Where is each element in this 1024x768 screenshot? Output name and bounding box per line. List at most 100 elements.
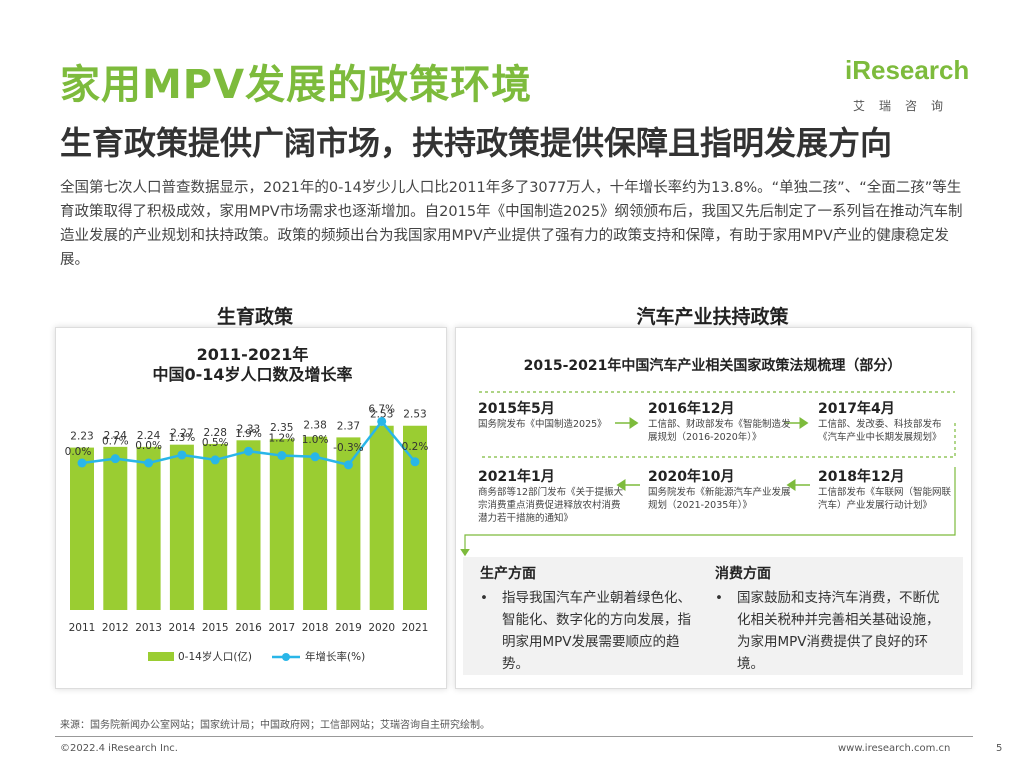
impact-box xyxy=(463,557,963,675)
bar-2015 xyxy=(203,443,228,610)
event-1-date: 2015年5月 xyxy=(478,401,555,417)
website-link[interactable]: www.iresearch.com.cn xyxy=(838,743,951,754)
bar-label-2015: 2.28 xyxy=(204,427,227,439)
population-chart: 2.23 2011 2.24 2012 2.24 2013 2.27 2014 2.28 2015… xyxy=(65,403,429,663)
bar-2017 xyxy=(269,438,294,610)
event-6-text: 工信部发布《车联网（智能网联汽车）产业发展行动计划》 xyxy=(818,487,952,511)
consumption-title: 消费方面 xyxy=(715,566,771,582)
event-3-text: 工信部、发改委、科技部发布《汽车产业中长期发展规划》 xyxy=(818,419,942,443)
legend-bar-swatch xyxy=(148,652,174,661)
x-tick-2011: 2011 xyxy=(69,622,96,634)
bar-label-2021: 2.53 xyxy=(403,409,426,421)
x-tick-2016: 2016 xyxy=(235,622,262,634)
x-tick-2017: 2017 xyxy=(268,622,295,634)
growth-label-2021: 0.2% xyxy=(402,441,429,453)
growth-label-2017: 1.2% xyxy=(268,433,295,445)
bar-2021 xyxy=(403,425,427,610)
bar-label-2013: 2.24 xyxy=(137,430,161,442)
bar-label-2014: 2.27 xyxy=(170,428,193,440)
growth-point-2018 xyxy=(310,452,320,462)
timeline-title: 2015-2021年中国汽车产业相关国家政策法规梳理（部分） xyxy=(523,358,902,374)
event-6: 2018年12月 工信部发布《车联网（智能网联汽车）产业发展行动计划》 xyxy=(818,466,958,512)
production-text: 指导我国汽车产业朝着绿色化、智能化、数字化的方向发展，指明家用MPV发展需要顺应… xyxy=(502,590,691,672)
event-5: 2020年10月 国务院发布《新能源汽车产业发展规划（2021-2035年）》 xyxy=(648,466,798,512)
x-tick-2015: 2015 xyxy=(202,622,229,634)
x-tick-2018: 2018 xyxy=(302,622,329,634)
x-tick-2014: 2014 xyxy=(169,622,196,634)
consumption-bullet: • xyxy=(715,590,723,606)
logo-sub-text: 艾瑞咨询 xyxy=(853,99,958,113)
growth-point-2012 xyxy=(110,454,120,464)
footer-divider xyxy=(55,736,973,737)
bar-2013 xyxy=(136,446,161,610)
x-tick-2020: 2020 xyxy=(368,622,395,634)
x-tick-2013: 2013 xyxy=(135,622,162,634)
growth-point-2013 xyxy=(144,458,154,468)
event-3: 2017年4月 工信部、发改委、科技部发布《汽车产业中长期发展规划》 xyxy=(818,398,958,444)
page-title: 家用MPV发展的政策环境 xyxy=(60,62,533,108)
timeline-return-arrow xyxy=(460,467,956,557)
page-subtitle: 生育政策提供广阔市场，扶持政策提供保障且指明发展方向 xyxy=(60,124,893,162)
event-4: 2021年1月 商务部等12部门发布《关于提振大宗消费重点消费促进释放农村消费潜… xyxy=(478,466,628,525)
bar-2012 xyxy=(103,446,128,610)
bar-2014 xyxy=(169,444,194,610)
growth-label-2014: 1.3% xyxy=(169,432,196,444)
copyright: ©2022.4 iResearch Inc. xyxy=(60,743,178,754)
x-tick-2019: 2019 xyxy=(335,622,362,634)
growth-point-2014 xyxy=(177,450,187,460)
timeline-row-connector xyxy=(482,423,956,458)
bar-label-2011: 2.23 xyxy=(70,431,93,443)
bar-label-2018: 2.38 xyxy=(303,420,326,432)
legend-line-marker xyxy=(282,653,290,661)
production-bullet: • xyxy=(480,590,488,606)
x-tick-2012: 2012 xyxy=(102,622,129,634)
growth-label-2015: 0.5% xyxy=(202,437,229,449)
growth-point-2016 xyxy=(244,446,253,456)
growth-point-2021 xyxy=(410,457,420,467)
chart-title: 2011-2021年 中国0-14岁人口数及增长率 xyxy=(60,345,445,385)
growth-label-2011: 0.0% xyxy=(65,446,92,458)
event-2-date: 2016年12月 xyxy=(648,401,735,417)
consumption-item: • 国家鼓励和支持汽车消费，不断优化相关税种并完善相关基础设施，为家用MPV消费… xyxy=(715,587,940,675)
event-1: 2015年5月 国务院发布《中国制造2025》 xyxy=(478,398,628,431)
growth-point-2011 xyxy=(77,458,87,468)
x-tick-2021: 2021 xyxy=(402,622,429,634)
event-4-text: 商务部等12部门发布《关于提振大宗消费重点消费促进释放农村消费潜力若干措施的通知… xyxy=(478,487,624,524)
right-section-heading: 汽车产业扶持政策 xyxy=(636,306,789,328)
bar-label-2012: 2.24 xyxy=(104,430,128,442)
bar-label-2019: 2.37 xyxy=(337,420,360,432)
event-3-date: 2017年4月 xyxy=(818,401,895,417)
left-section-heading: 生育政策 xyxy=(216,306,293,328)
event-2: 2016年12月 工信部、财政部发布《智能制造发展规划（2016-2020年）》 xyxy=(648,398,798,444)
production-item: • 指导我国汽车产业朝着绿色化、智能化、数字化的方向发展，指明家用MPV发展需要… xyxy=(480,587,700,675)
legend-line-label: 年增长率(%) xyxy=(305,650,365,663)
growth-point-2019 xyxy=(343,460,353,470)
growth-point-2017 xyxy=(277,451,287,461)
intro-paragraph: 全国第七次人口普查数据显示，2021年的0-14岁少儿人口比2011年多了307… xyxy=(60,180,963,268)
growth-label-2020: 6.7% xyxy=(368,403,395,415)
chart-title-line1: 2011-2021年 xyxy=(196,345,309,364)
consumption-block: 消费方面 • 国家鼓励和支持汽车消费，不断优化相关税种并完善相关基础设施，为家用… xyxy=(715,563,940,675)
chart-title-line2: 中国0-14岁人口数及增长率 xyxy=(152,365,353,384)
timeline-connectors xyxy=(460,391,956,557)
bar-2018 xyxy=(303,436,328,610)
growth-label-2018: 1.0% xyxy=(302,434,329,446)
consumption-text: 国家鼓励和支持汽车消费，不断优化相关税种并完善相关基础设施，为家用MPV消费提供… xyxy=(737,590,940,672)
production-title: 生产方面 xyxy=(480,566,536,582)
growth-label-2016: 1.9% xyxy=(235,428,262,440)
growth-label-2019: -0.3% xyxy=(333,442,363,454)
bar-label-2020: 2.53 xyxy=(370,409,393,421)
production-block: 生产方面 • 指导我国汽车产业朝着绿色化、智能化、数字化的方向发展，指明家用MP… xyxy=(480,563,700,675)
event-6-date: 2018年12月 xyxy=(818,469,905,485)
bar-label-2016: 2.33 xyxy=(237,423,260,435)
bar-2016 xyxy=(236,440,261,610)
growth-label-2013: 0.0% xyxy=(135,440,162,452)
event-2-text: 工信部、财政部发布《智能制造发展规划（2016-2020年）》 xyxy=(648,419,791,443)
growth-label-2012: 0.7% xyxy=(102,436,129,448)
iresearch-logo: iResearch 艾瑞咨询 xyxy=(845,55,975,115)
event-5-date: 2020年10月 xyxy=(648,469,735,485)
page-number: 5 xyxy=(996,743,1003,754)
growth-point-2020 xyxy=(377,416,387,426)
bar-label-2017: 2.35 xyxy=(270,422,293,434)
legend-bar-label: 0-14岁人口(亿) xyxy=(178,650,252,663)
